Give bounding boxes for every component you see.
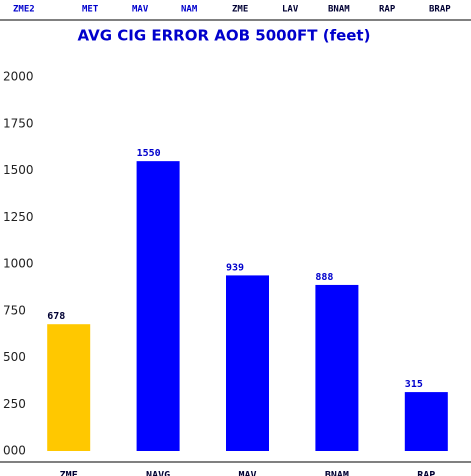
x-tick-label: RAP bbox=[417, 470, 435, 476]
y-tick-label: 1000 bbox=[3, 257, 34, 271]
nav-link[interactable]: NAM bbox=[181, 5, 198, 15]
y-tick-label: 750 bbox=[3, 303, 26, 317]
nav-link[interactable]: BNAM bbox=[328, 5, 350, 15]
y-tick-label: 1750 bbox=[3, 116, 34, 130]
nav-link[interactable]: RAP bbox=[379, 5, 396, 15]
x-tick-label: ZME bbox=[60, 470, 78, 476]
bar bbox=[226, 275, 269, 451]
value-label: 939 bbox=[226, 262, 244, 273]
bar bbox=[47, 324, 91, 451]
bar bbox=[404, 392, 448, 451]
y-tick-label: 500 bbox=[3, 350, 26, 364]
nav-link[interactable]: ZME bbox=[232, 5, 248, 15]
bar bbox=[315, 284, 359, 451]
nav-link[interactable]: LAV bbox=[282, 5, 299, 15]
y-tick-label: 2000 bbox=[3, 70, 34, 84]
y-tick-label: 1250 bbox=[3, 210, 34, 224]
value-label: 315 bbox=[405, 379, 423, 390]
y-tick-label: 250 bbox=[3, 397, 26, 411]
x-tick-label: NAVG bbox=[146, 470, 170, 476]
chart-title: AVG CIG ERROR AOB 5000FT (feet) bbox=[78, 27, 371, 45]
nav-link[interactable]: MAV bbox=[132, 5, 149, 15]
x-tick-label: BNAM bbox=[325, 470, 349, 476]
nav-link[interactable]: ZME2 bbox=[13, 5, 35, 15]
value-label: 678 bbox=[47, 311, 65, 322]
nav-link[interactable]: MET bbox=[82, 5, 99, 15]
bar bbox=[136, 161, 180, 451]
x-tick-label: MAV bbox=[238, 470, 256, 476]
y-tick-label: 1500 bbox=[3, 163, 34, 177]
value-label: 1550 bbox=[137, 148, 161, 159]
value-label: 888 bbox=[315, 272, 333, 283]
y-tick-label: 000 bbox=[3, 444, 26, 458]
nav-link[interactable]: BRAP bbox=[429, 5, 451, 15]
